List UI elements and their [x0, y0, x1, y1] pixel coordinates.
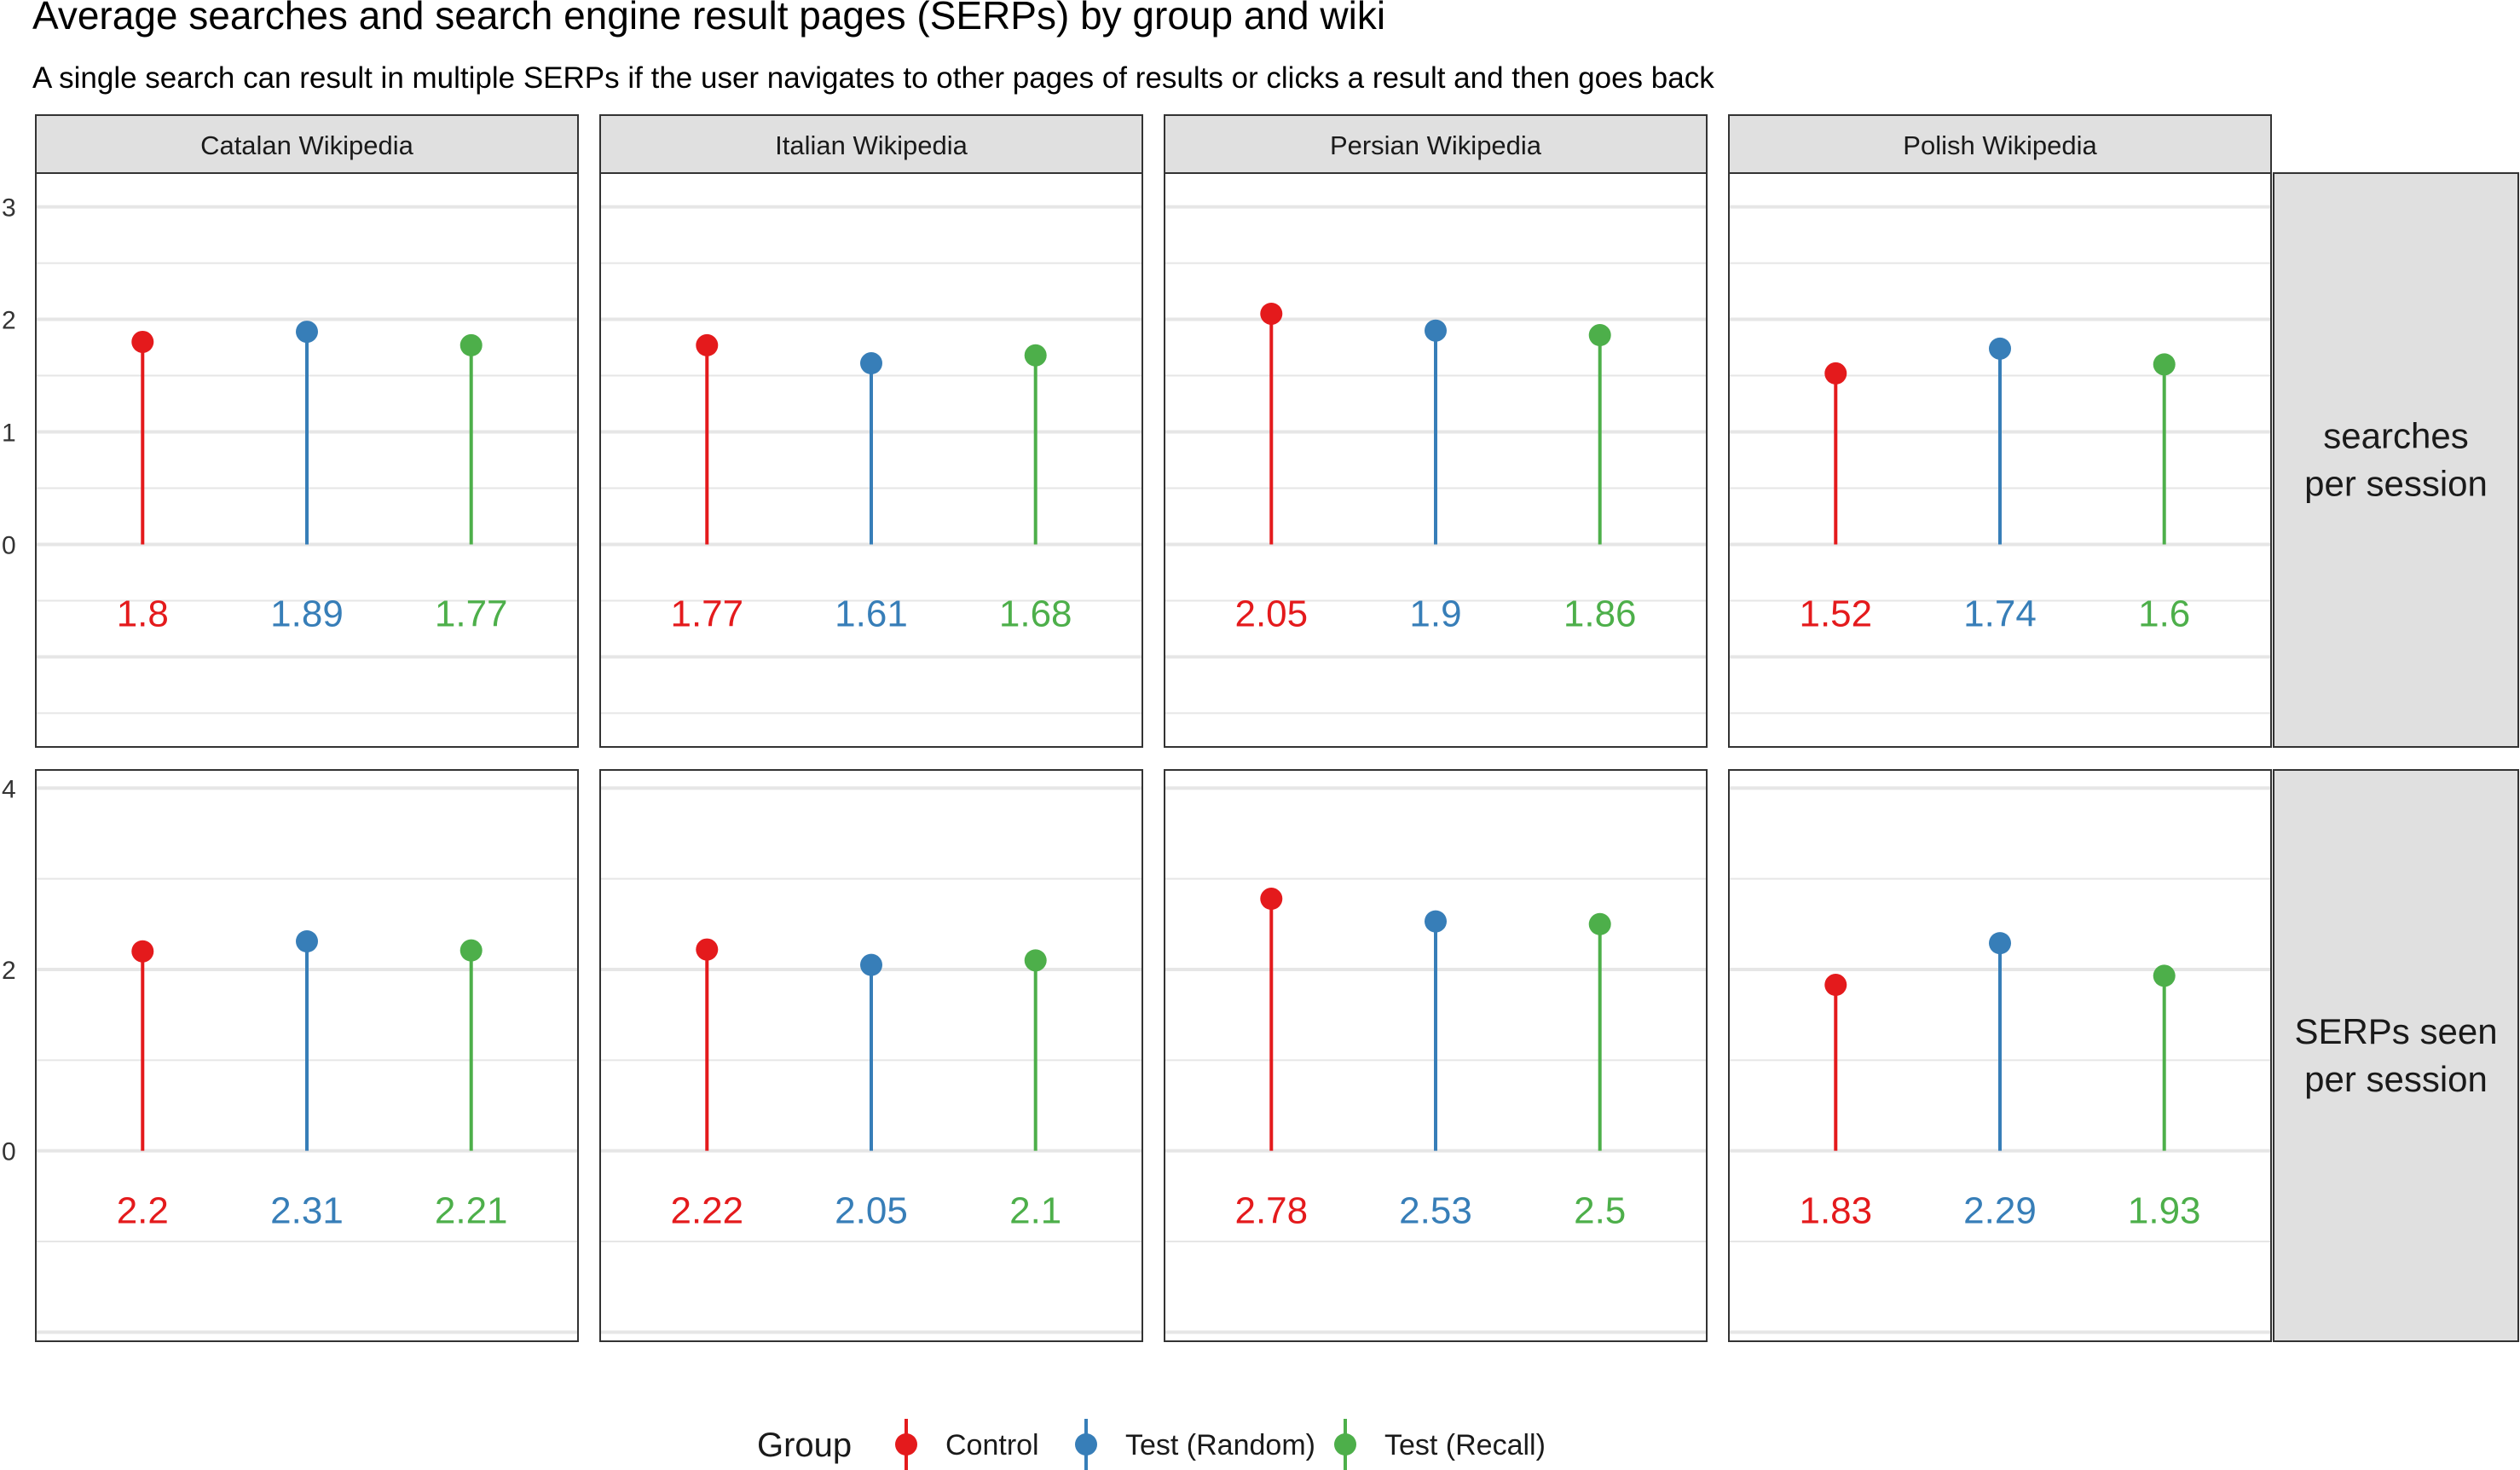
point-test-recall	[1588, 912, 1611, 935]
point-test-random	[1425, 319, 1447, 342]
point-test-recall	[1024, 949, 1047, 972]
panel-frame	[599, 172, 1143, 748]
strip-label-persian-wikipedia: Persian Wikipedia	[1330, 130, 1542, 160]
legend-label-test-recall: Test (Recall)	[1384, 1429, 1546, 1461]
strip-label-catalan-wikipedia: Catalan Wikipedia	[200, 130, 414, 160]
legend-key-point-test-recall	[1334, 1433, 1356, 1456]
data-label-control: 2.22	[670, 1190, 743, 1232]
data-label-test-recall: 1.6	[2138, 593, 2190, 634]
data-label-test-random: 1.74	[1963, 593, 2037, 634]
data-label-control: 2.05	[1234, 593, 1308, 634]
data-label-control: 1.83	[1799, 1190, 1872, 1232]
panel-frame	[1164, 769, 1708, 1342]
strip-persian-wikipedia	[1164, 114, 1708, 174]
point-test-random	[296, 930, 318, 952]
point-test-recall	[2153, 353, 2176, 376]
legend-key-point-control	[895, 1433, 917, 1456]
panel-frame	[1164, 172, 1708, 748]
data-label-test-recall: 1.77	[435, 593, 508, 634]
legend: Group Control Test (Random) Test (Recall)	[757, 1419, 1546, 1470]
panel-polish-wikipedia-serps-seen-per-session: 1.83 2.29 1.93	[1728, 769, 2272, 1342]
data-label-control: 1.8	[117, 593, 169, 634]
chart-subtitle: A single search can result in multiple S…	[32, 61, 1714, 95]
panel-catalan-wikipedia-serps-seen-per-session: 2.2 2.31 2.21	[35, 769, 579, 1342]
panel-frame	[35, 172, 579, 748]
panel-italian-wikipedia-serps-seen-per-session: 2.22 2.05 2.1	[599, 769, 1143, 1342]
y-tick-label: 3	[2, 194, 16, 223]
data-label-test-random: 1.89	[270, 593, 344, 634]
legend-label-control: Control	[945, 1429, 1039, 1461]
point-test-random	[1425, 910, 1447, 933]
y-tick-label: 0	[2, 1138, 16, 1166]
legend-key-point-test-random	[1075, 1433, 1097, 1456]
point-control	[1260, 302, 1283, 325]
data-label-test-recall: 2.5	[1574, 1190, 1626, 1232]
data-label-control: 1.77	[670, 593, 743, 634]
point-control	[696, 938, 719, 961]
y-tick-label: 2	[2, 307, 16, 335]
point-test-recall	[459, 333, 483, 356]
data-label-test-random: 2.53	[1399, 1190, 1472, 1232]
y-tick-label: 4	[2, 775, 16, 803]
facet-panels: Catalan Wikipedia Italian Wikipedia Persia…	[2, 114, 2519, 1342]
point-control	[131, 330, 154, 353]
point-control	[1824, 362, 1847, 385]
strip-catalan-wikipedia	[35, 114, 579, 174]
row-strip-label: searches	[2323, 416, 2468, 456]
panel-frame	[1728, 769, 2272, 1342]
data-label-control: 2.2	[117, 1190, 169, 1232]
row-strip-serps-seen-per-session	[2273, 769, 2519, 1342]
panel-frame	[599, 769, 1143, 1342]
point-test-recall	[1588, 324, 1611, 347]
point-test-recall	[2153, 964, 2176, 987]
strip-polish-wikipedia	[1728, 114, 2272, 174]
point-test-random	[860, 953, 882, 976]
strip-label-italian-wikipedia: Italian Wikipedia	[775, 130, 968, 160]
row-strip-label: SERPs seen	[2294, 1011, 2497, 1051]
point-control	[131, 940, 154, 963]
point-test-recall	[1024, 344, 1047, 367]
data-label-test-recall: 2.21	[435, 1190, 508, 1232]
data-label-test-random: 2.05	[835, 1190, 908, 1232]
row-strip-searches-per-session	[2273, 172, 2519, 748]
data-label-test-random: 1.61	[835, 593, 908, 634]
panel-frame	[1728, 172, 2272, 748]
panel-polish-wikipedia-searches-per-session: 1.52 1.74 1.6	[1728, 172, 2272, 748]
data-label-control: 1.52	[1799, 593, 1872, 634]
legend-title: Group	[757, 1427, 852, 1464]
data-label-test-recall: 1.86	[1563, 593, 1637, 634]
strip-label-polish-wikipedia: Polish Wikipedia	[1903, 130, 2097, 160]
chart-title: Average searches and search engine resul…	[32, 0, 1385, 38]
legend-label-test-random: Test (Random)	[1125, 1429, 1315, 1461]
panel-persian-wikipedia-serps-seen-per-session: 2.78 2.53 2.5	[1164, 769, 1708, 1342]
row-strip-label: per session	[2304, 464, 2488, 504]
data-label-test-recall: 1.68	[999, 593, 1072, 634]
data-label-test-recall: 2.1	[1009, 1190, 1061, 1232]
point-control	[1824, 974, 1847, 997]
y-tick-label: 0	[2, 531, 16, 559]
point-test-random	[296, 321, 318, 344]
point-test-random	[1989, 337, 2011, 360]
point-control	[1260, 888, 1283, 911]
panel-persian-wikipedia-searches-per-session: 2.05 1.9 1.86	[1164, 172, 1708, 748]
data-label-test-random: 1.9	[1409, 593, 1461, 634]
data-label-test-random: 2.31	[270, 1190, 344, 1232]
point-test-random	[1989, 932, 2011, 955]
point-test-recall	[459, 939, 483, 962]
strip-italian-wikipedia	[599, 114, 1143, 174]
data-label-control: 2.78	[1234, 1190, 1308, 1232]
point-test-random	[860, 352, 882, 375]
panel-catalan-wikipedia-searches-per-session: 1.8 1.89 1.77	[35, 172, 579, 748]
panel-frame	[35, 769, 579, 1342]
row-strip-label: per session	[2304, 1059, 2488, 1099]
y-tick-label: 1	[2, 420, 16, 448]
data-label-test-recall: 1.93	[2128, 1190, 2201, 1232]
panel-italian-wikipedia-searches-per-session: 1.77 1.61 1.68	[599, 172, 1143, 748]
data-label-test-random: 2.29	[1963, 1190, 2037, 1232]
y-tick-label: 2	[2, 957, 16, 985]
point-control	[696, 333, 719, 356]
